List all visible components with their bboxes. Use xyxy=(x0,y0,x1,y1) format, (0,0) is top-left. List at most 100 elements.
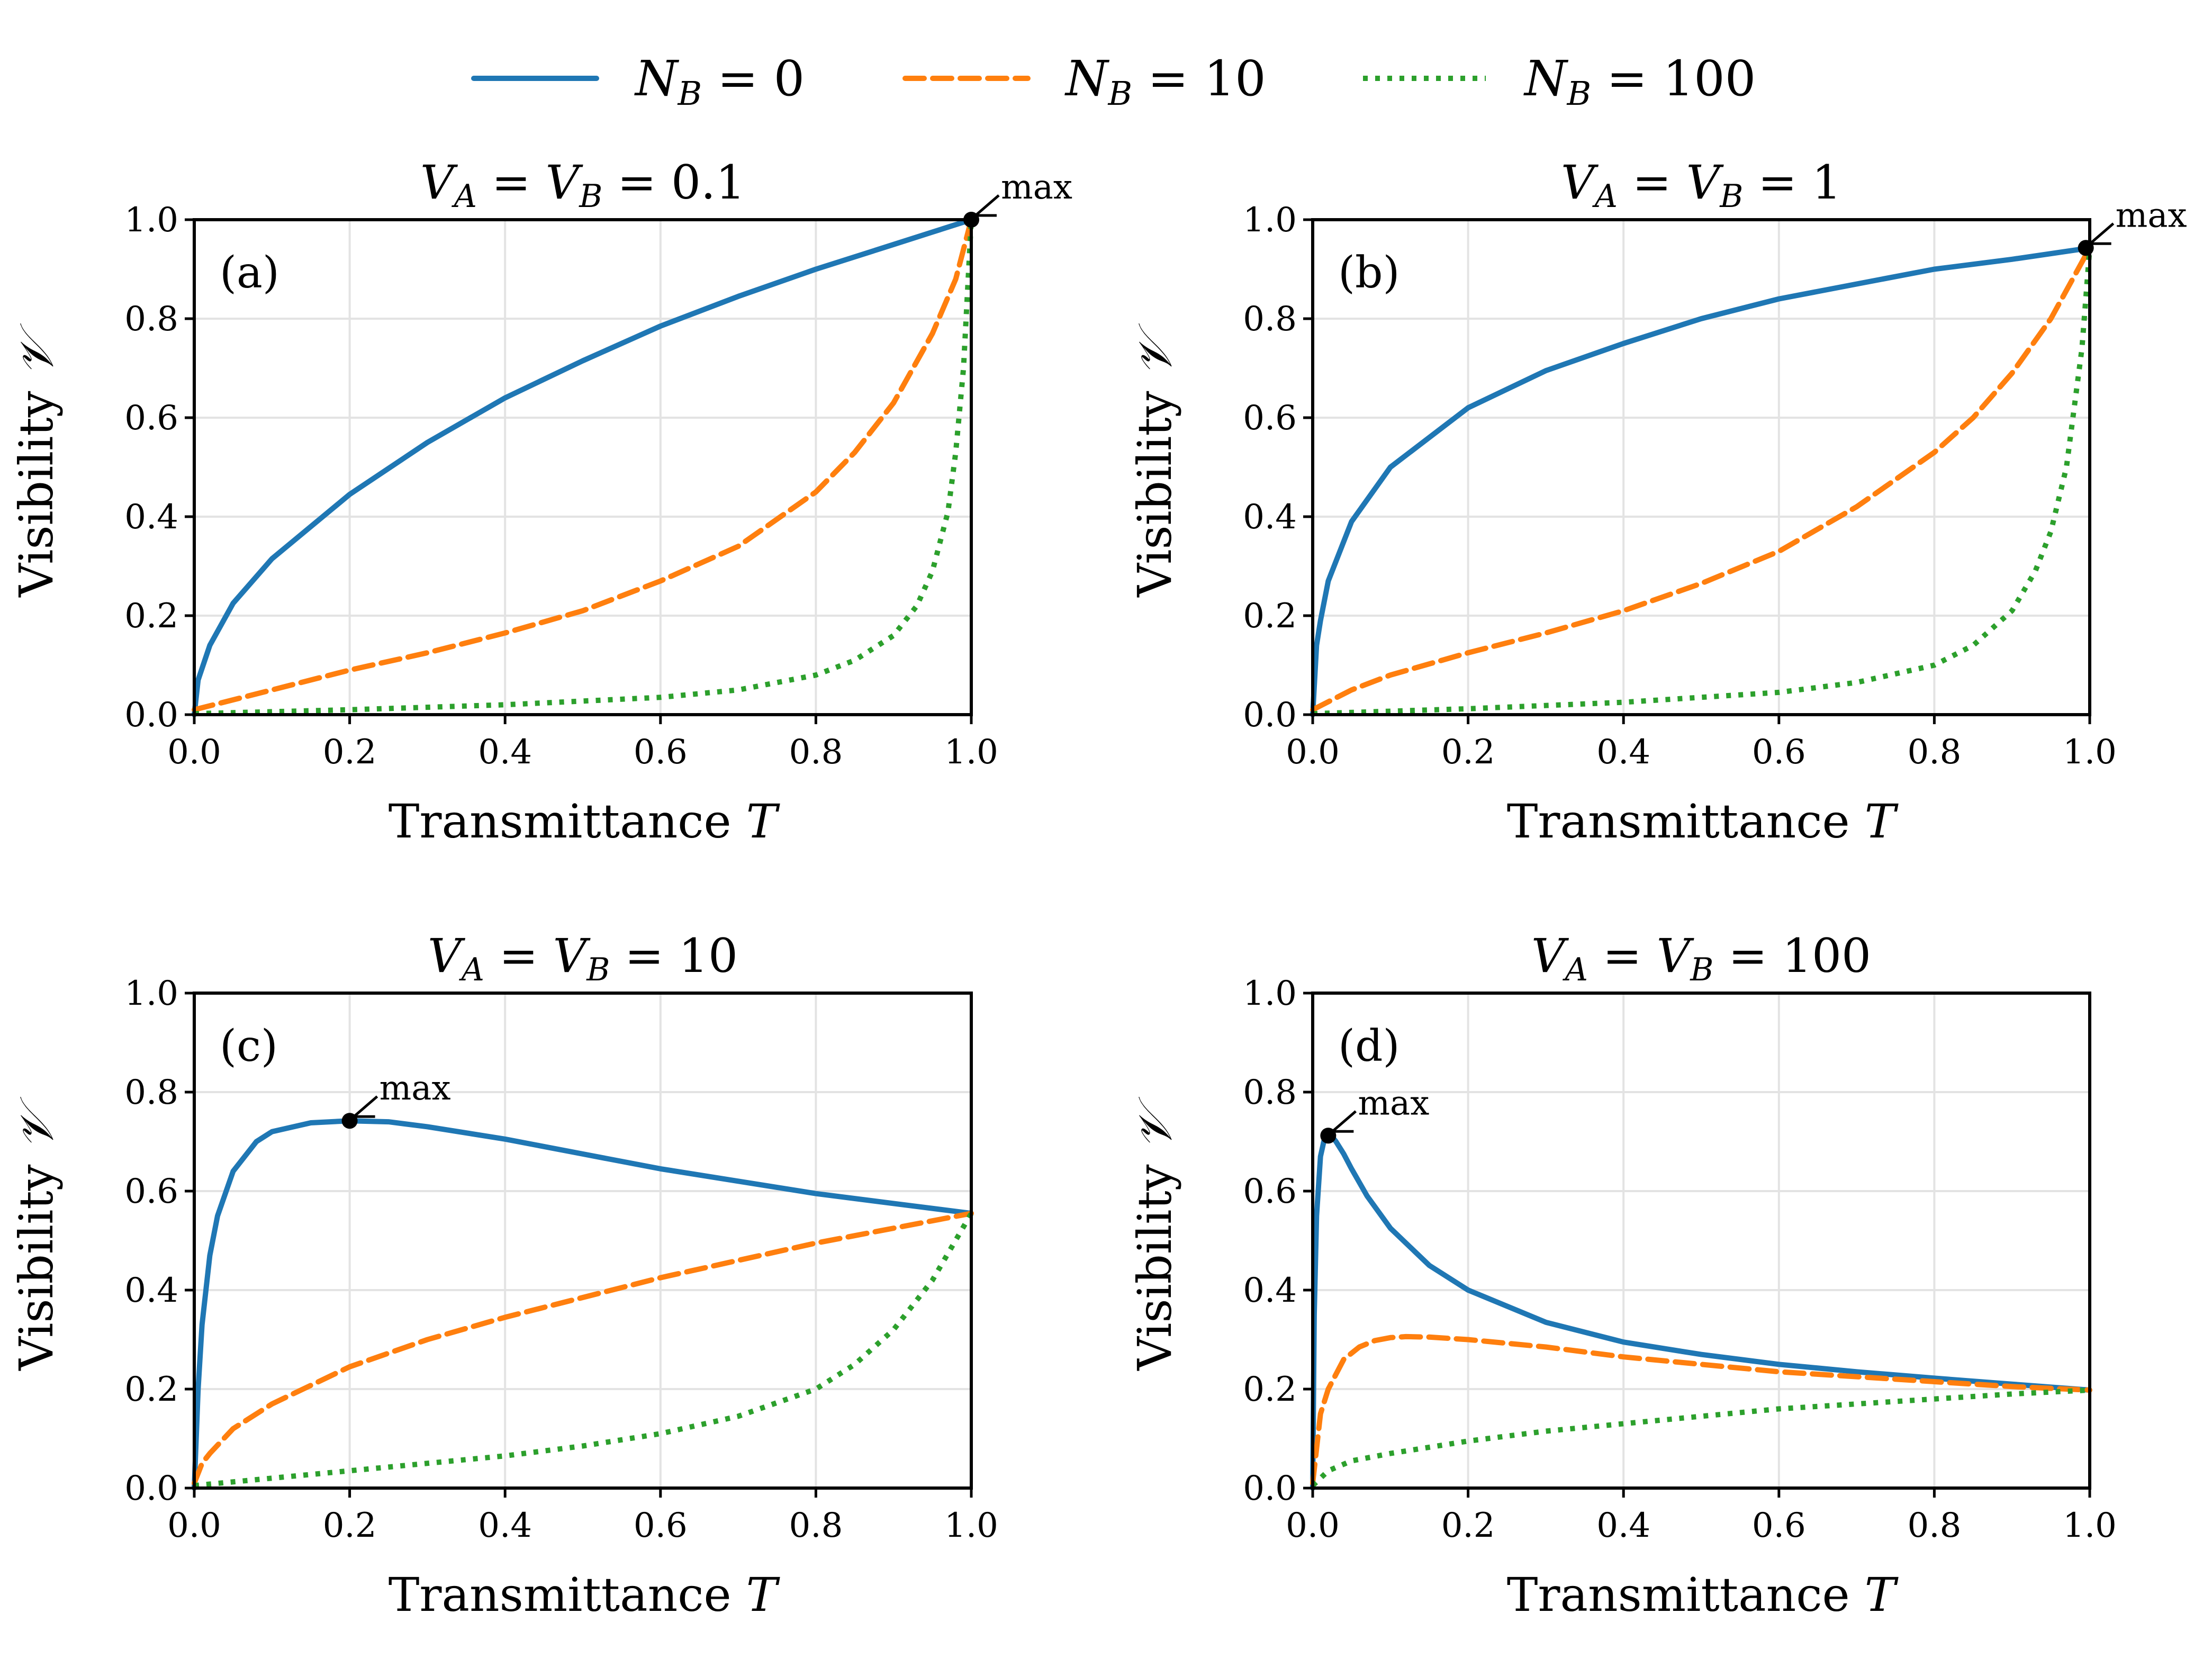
max-annotation-arrow xyxy=(974,194,1000,217)
max-annotation-label: max xyxy=(2116,196,2187,235)
subplot-title: VA = VB = 1 xyxy=(1561,155,1841,215)
legend-entry-nb0: NB = 0 xyxy=(471,50,805,113)
y-tick-label: 0.2 xyxy=(124,1370,178,1409)
y-tick-label: 1.0 xyxy=(1243,201,1297,240)
subplot-title: VA = VB = 10 xyxy=(428,929,738,988)
y-tick-label: 0.6 xyxy=(124,1172,178,1211)
y-tick-label: 1.0 xyxy=(1243,974,1297,1013)
x-tick-label: 0.4 xyxy=(478,733,532,772)
series-line-nb0 xyxy=(1310,1133,2092,1491)
x-tick-label: 0.6 xyxy=(1752,733,1806,772)
panel-tag: (d) xyxy=(1338,1021,1400,1071)
x-axis-label: Transmittance T xyxy=(1507,1567,1899,1622)
x-tick-label: 1.0 xyxy=(944,1506,998,1545)
legend-entry-nb100: NB = 100 xyxy=(1363,50,1756,113)
y-tick-label: 0.0 xyxy=(124,1469,178,1508)
legend-entry-nb10: NB = 10 xyxy=(902,50,1266,113)
y-axis-label: Visibility 𝒱 xyxy=(9,1097,64,1371)
series-line-nb10 xyxy=(1310,1333,2092,1486)
axes-frame xyxy=(193,992,973,1490)
series-line-nb100 xyxy=(194,1212,974,1489)
y-tick-label: 0.2 xyxy=(1243,597,1297,636)
x-axis-label: Transmittance T xyxy=(1507,794,1899,849)
series-group xyxy=(192,217,974,717)
subplot-grid: 0.0 0.2 0.4 0.6 0.8 1.0 0.0 0.2 0.4 0.6 0.8 1.0 Tran… xyxy=(9,155,2187,1622)
y-tick-label: 0.6 xyxy=(124,399,178,438)
max-point-marker xyxy=(341,1113,358,1129)
y-tick-label: 0.6 xyxy=(1243,1172,1297,1211)
subplot-title: VA = VB = 100 xyxy=(1531,929,1871,988)
series-line-nb10 xyxy=(192,217,974,713)
x-tick-label: 0.2 xyxy=(323,1506,377,1545)
max-point-marker xyxy=(963,212,979,228)
legend-label: NB = 0 xyxy=(634,50,805,113)
x-axis-label: Transmittance T xyxy=(389,794,781,849)
x-tick-label: 0.8 xyxy=(789,1506,843,1545)
y-axis-label: Visibility 𝒱 xyxy=(9,323,64,598)
legend-label: NB = 100 xyxy=(1523,50,1756,113)
series-line-nb100 xyxy=(1311,1387,2090,1488)
max-annotation-arrow xyxy=(1331,1110,1357,1133)
legend: NB = 0 NB = 10 NB = 100 xyxy=(471,50,1756,113)
y-tick-label: 0.0 xyxy=(1243,1469,1297,1508)
max-annotation-arrow xyxy=(353,1095,378,1118)
x-tick-label: 0.8 xyxy=(1908,733,1962,772)
x-tick-label: 0.2 xyxy=(1441,1506,1495,1545)
series-line-nb10 xyxy=(192,1211,974,1486)
y-tick-label: 0.4 xyxy=(1243,498,1297,537)
y-tick-label: 0.2 xyxy=(1243,1370,1297,1409)
x-axis-label: Transmittance T xyxy=(389,1567,781,1622)
y-tick-label: 0.0 xyxy=(1243,696,1297,735)
subplot-b: 0.0 0.2 0.4 0.6 0.8 1.0 0.0 0.2 0.4 0.6 0.8 1.0 Tran… xyxy=(1127,155,2187,849)
x-tick-label: 0.6 xyxy=(1752,1506,1806,1545)
series-line-nb10 xyxy=(1310,245,2092,713)
axes-frame xyxy=(1311,992,2091,1490)
panel-tag: (b) xyxy=(1338,248,1400,298)
y-tick-label: 0.4 xyxy=(124,1271,178,1310)
x-tick-label: 1.0 xyxy=(944,733,998,772)
subplot-c: 0.0 0.2 0.4 0.6 0.8 1.0 0.0 0.2 0.4 0.6 0.8 1.0 Tran… xyxy=(9,929,998,1622)
x-tick-label: 1.0 xyxy=(2063,1506,2117,1545)
max-annotation-arrow xyxy=(2089,222,2115,245)
x-tick-label: 0.6 xyxy=(634,733,688,772)
panel-tag: (c) xyxy=(220,1021,278,1071)
x-tick-label: 1.0 xyxy=(2063,733,2117,772)
x-tick-label: 0.4 xyxy=(478,1506,532,1545)
x-tick-label: 0.0 xyxy=(1286,1506,1340,1545)
y-tick-label: 0.8 xyxy=(1243,300,1297,339)
axes-frame xyxy=(193,218,973,716)
legend-label: NB = 10 xyxy=(1064,50,1266,113)
x-tick-label: 0.2 xyxy=(1441,733,1495,772)
y-tick-label: 0.6 xyxy=(1243,399,1297,438)
series-line-nb0 xyxy=(192,217,974,717)
subplot-a: 0.0 0.2 0.4 0.6 0.8 1.0 0.0 0.2 0.4 0.6 0.8 1.0 Tran… xyxy=(9,155,1072,849)
y-tick-label: 1.0 xyxy=(124,974,178,1013)
x-tick-label: 0.6 xyxy=(634,1506,688,1545)
subplot-title: VA = VB = 0.1 xyxy=(420,155,745,215)
y-tick-label: 0.8 xyxy=(1243,1073,1297,1112)
x-tick-label: 0.8 xyxy=(1908,1506,1962,1545)
x-tick-label: 0.0 xyxy=(1286,733,1340,772)
y-tick-label: 0.8 xyxy=(124,1073,178,1112)
x-tick-label: 0.0 xyxy=(167,733,221,772)
panel-tag: (a) xyxy=(220,248,279,298)
y-tick-label: 0.4 xyxy=(1243,1271,1297,1310)
series-group xyxy=(1310,245,2092,717)
y-tick-label: 0.0 xyxy=(124,696,178,735)
max-annotation-label: max xyxy=(380,1069,451,1108)
axes-frame xyxy=(1311,218,2091,716)
max-point-marker xyxy=(1320,1128,1337,1144)
y-tick-label: 1.0 xyxy=(124,201,178,240)
y-tick-label: 0.2 xyxy=(124,597,178,636)
x-tick-label: 0.2 xyxy=(323,733,377,772)
series-line-nb0 xyxy=(1310,245,2092,717)
x-tick-label: 0.4 xyxy=(1596,1506,1650,1545)
max-annotation-label: max xyxy=(1358,1084,1429,1123)
x-tick-label: 0.8 xyxy=(789,733,843,772)
y-axis-label: Visibility 𝒱 xyxy=(1127,323,1182,598)
y-tick-label: 0.4 xyxy=(124,498,178,537)
x-tick-label: 0.0 xyxy=(167,1506,221,1545)
subplot-d: 0.0 0.2 0.4 0.6 0.8 1.0 0.0 0.2 0.4 0.6 0.8 1.0 Tran… xyxy=(1127,929,2117,1622)
